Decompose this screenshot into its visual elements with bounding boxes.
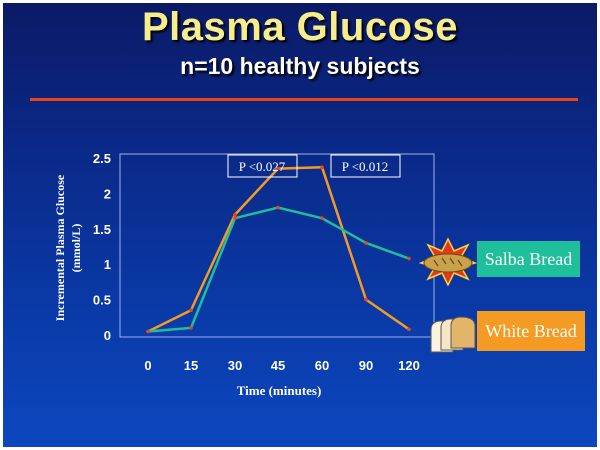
data-point-salba-bread [233,216,237,220]
x-tick-label: 0 [144,358,151,373]
data-point-white-bread [276,166,280,171]
y-tick-label: 2.5 [93,151,111,166]
annotation-p2: P <0.012 [330,154,401,178]
data-point-white-bread [189,308,193,313]
x-tick-label: 120 [398,358,420,373]
annotation-p1: P <0.027 [227,154,298,178]
annotation-p1-text: P <0.027 [239,159,286,174]
x-axis-label: Time (minutes) [237,383,322,398]
legend-white-bread: White Bread [477,311,585,351]
data-point-salba-bread [146,329,150,334]
glucose-line-chart: 0 0.5 1 1.5 2 2.5 0 15 30 45 60 90 120 P <0.027 P <… [93,151,478,398]
series-line-white-bread [147,165,410,333]
x-tick-label: 90 [359,358,373,373]
data-point-salba-bread [189,326,193,330]
x-tick-labels: 0 15 30 45 60 90 120 [144,358,419,373]
slide-title: Plasma Glucose [141,5,459,49]
data-point-white-bread [320,165,324,170]
white-bread-icon [430,316,476,353]
y-tick-labels: 0 0.5 1 1.5 2 2.5 [93,151,111,343]
x-tick-label: 45 [271,358,285,373]
y-tick-label: 1.5 [93,222,111,237]
annotation-p2-text: P <0.012 [342,159,389,174]
y-tick-label: 0 [104,328,111,343]
data-point-salba-bread [320,216,324,220]
slide: Plasma Glucose n=10 healthy subjects Inc… [3,3,597,447]
data-point-salba-bread [276,205,280,210]
y-tick-label: 1 [104,257,111,272]
legend-salba-bread: Salba Bread [477,241,580,277]
series-layer [146,165,411,334]
title-divider [30,98,578,101]
x-tick-label: 30 [228,358,242,373]
salba-bread-icon [418,237,478,287]
data-point-salba-bread [407,256,411,261]
x-tick-label: 15 [184,358,198,373]
data-point-white-bread [364,297,368,302]
data-point-white-bread [233,212,237,217]
slide-subtitle: n=10 healthy subjects [180,53,420,79]
y-tick-label: 0.5 [93,293,111,308]
x-tick-label: 60 [315,358,329,373]
data-point-salba-bread [364,241,368,245]
plot-area [119,153,435,338]
y-tick-label: 2 [104,186,111,201]
data-point-white-bread [407,327,411,332]
